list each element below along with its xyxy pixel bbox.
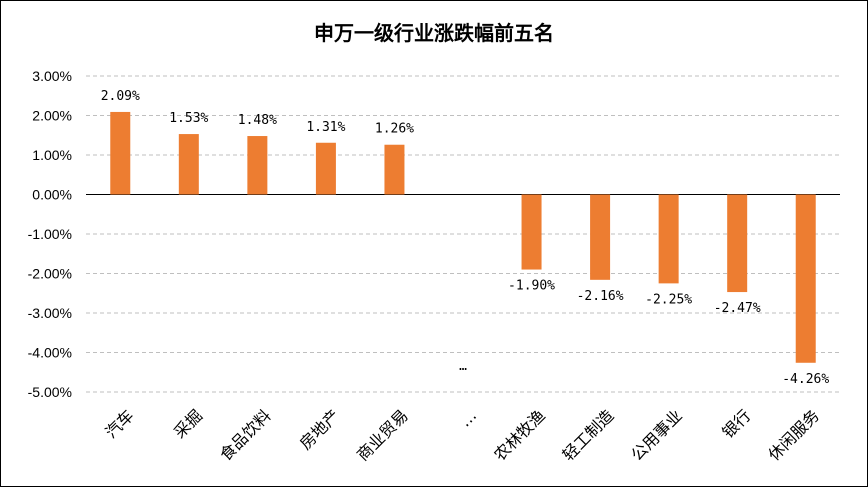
bar — [178, 134, 199, 195]
data-label: -2.16% — [577, 289, 624, 304]
y-tick-label: 2.00% — [32, 108, 72, 124]
data-label: … — [459, 359, 467, 374]
data-label: -4.26% — [782, 372, 829, 387]
chart-title: 申万一级行业涨跌幅前五名 — [314, 21, 554, 45]
data-label: 1.26% — [375, 122, 414, 137]
data-label: -2.25% — [645, 292, 692, 307]
x-tick-label: 房地产 — [296, 406, 343, 453]
bar — [590, 194, 611, 280]
x-tick-label: 公用事业 — [627, 406, 686, 465]
x-tick-label: 银行 — [718, 406, 754, 442]
x-tick-label: 采掘 — [170, 406, 206, 442]
x-tick-label: 汽车 — [102, 406, 138, 442]
x-tick-label: 休闲服务 — [764, 406, 823, 465]
x-tick-label: 商业贸易 — [353, 406, 412, 465]
bar — [658, 194, 679, 284]
bar — [795, 194, 816, 363]
y-tick-label: -4.00% — [28, 345, 72, 361]
y-tick-label: -2.00% — [28, 266, 72, 282]
x-tick-label: … — [456, 406, 481, 431]
x-tick-label: 农林牧渔 — [490, 406, 549, 465]
bar — [247, 136, 268, 195]
y-tick-label: -1.00% — [28, 226, 72, 242]
bar — [521, 194, 542, 270]
x-tick-label: 食品饮料 — [216, 406, 275, 465]
bar — [110, 111, 131, 195]
y-tick-label: 3.00% — [32, 68, 72, 84]
bar — [315, 142, 336, 195]
data-label: 1.53% — [169, 111, 208, 126]
y-tick-label: -3.00% — [28, 305, 72, 321]
data-label: 1.48% — [238, 113, 277, 128]
data-label: 1.31% — [306, 120, 345, 135]
data-label: -1.90% — [508, 279, 555, 294]
y-tick-label: 1.00% — [32, 147, 72, 163]
x-tick-label: 轻工制造 — [559, 406, 618, 465]
bar — [727, 194, 748, 293]
y-tick-label: 0.00% — [32, 187, 72, 203]
y-tick-label: -5.00% — [28, 384, 72, 400]
data-label: -2.47% — [714, 301, 761, 316]
data-label: 2.09% — [101, 89, 140, 104]
bar — [384, 144, 405, 195]
